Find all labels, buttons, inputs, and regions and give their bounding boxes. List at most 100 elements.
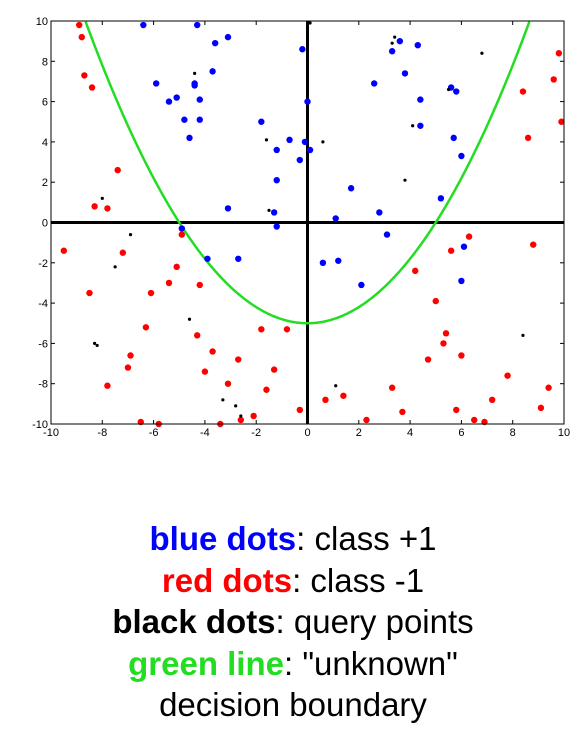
red-point [147,289,155,297]
query-point [264,138,269,142]
y-tick-label: 4 [42,137,48,149]
red-point [555,50,563,57]
x-tick-label: -6 [149,427,159,439]
caption-sep-blue: : [296,520,306,557]
red-point [88,84,96,91]
blue-point [376,209,383,216]
blue-point [204,255,211,262]
caption-sep-green: : [284,644,294,682]
red-point [504,372,511,379]
blue-point [181,116,188,123]
query-point [521,333,525,337]
caption-text-green: "unknown" [293,644,458,682]
scatter-plot: -10 -8 -6 -4 -2 0 2 4 6 8 10 -10 -8 -6 -4 -2 0 2 4 6 8 10 [32,16,570,439]
red-point [537,404,545,412]
query-point [446,87,451,92]
blue-point [332,215,339,222]
blue-point [306,146,314,154]
red-point [86,289,93,297]
blue-point [296,156,304,164]
red-point [519,88,527,95]
blue-point [301,138,309,146]
red-point [81,72,88,79]
blue-point [460,243,468,250]
blue-point [270,209,278,216]
query-point [334,384,338,388]
y-tick-label: -8 [38,379,48,391]
y-tick-label: 0 [42,218,48,230]
query-point [390,41,394,45]
blue-point [209,68,216,75]
x-tick-label: 0 [304,427,310,439]
x-tick-label: -10 [43,427,59,439]
y-tick-label: -2 [38,258,48,270]
red-point [178,231,186,238]
query-point [100,196,104,200]
blue-point [417,122,424,129]
blue-point [273,146,280,154]
blue-point [286,136,293,144]
blue-point [224,205,232,212]
caption-key-blue: blue dots [149,520,297,557]
x-tick-label: 4 [407,427,413,439]
blue-point [383,231,391,238]
blue-point [273,176,280,184]
red-point [545,384,552,391]
red-point [270,366,278,373]
red-point [432,297,439,305]
query-point [321,140,325,144]
blue-point [388,48,396,55]
query-point [480,51,484,55]
tick-labels: -10 -8 -6 -4 -2 0 2 4 6 8 10 -10 -8 -6 -4 -2 0 2 4 6 8 10 [32,16,570,439]
plot-frame [50,20,565,425]
blue-point [258,118,265,125]
x-tick-label: -2 [251,427,261,439]
blue-point [450,134,457,142]
caption-line-boundary: decision boundary [159,686,427,723]
blue-point [211,39,219,47]
blue-point [458,277,465,285]
blue-point [191,80,198,87]
red-point [209,348,216,355]
red-point [412,267,419,275]
caption-key-green: green line [128,644,284,682]
red-point [142,324,150,331]
caption-text-blue: class +1 [305,520,437,557]
blue-point [437,195,445,202]
caption-sep-black: : [275,603,285,640]
red-point [235,356,242,363]
x-tick-label: 10 [558,427,570,439]
decision-boundary-curve [84,21,531,325]
blue-point [417,96,424,103]
x-tick-label: 8 [510,427,516,439]
red-point [76,21,83,29]
query-point [113,265,117,269]
caption-text-red: class -1 [301,561,425,599]
blue-point [173,94,180,101]
red-point [488,396,496,404]
x-tick-label: -8 [97,427,107,439]
query-point [128,232,133,237]
x-tick-label: 6 [458,427,464,439]
blue-point [458,152,465,160]
blue-point [165,98,173,105]
query-point [267,208,271,213]
red-point [465,233,473,240]
legend-caption: blue dots: class +1 red dots: class -1 b… [0,518,586,726]
blue-point [273,223,280,230]
red-point [471,416,478,424]
blue-point [152,80,160,87]
red-point [78,33,85,41]
red-point [530,241,537,248]
red-point [388,384,396,391]
red-point [524,134,532,142]
query-point [193,71,197,75]
y-tick-label: 6 [42,97,48,109]
blue-point [304,98,311,105]
blue-point [319,259,327,266]
red-point [201,368,209,375]
blue-point [235,255,242,262]
caption-text-black: query points [284,603,474,640]
red-point [447,247,455,254]
query-point [221,398,225,402]
